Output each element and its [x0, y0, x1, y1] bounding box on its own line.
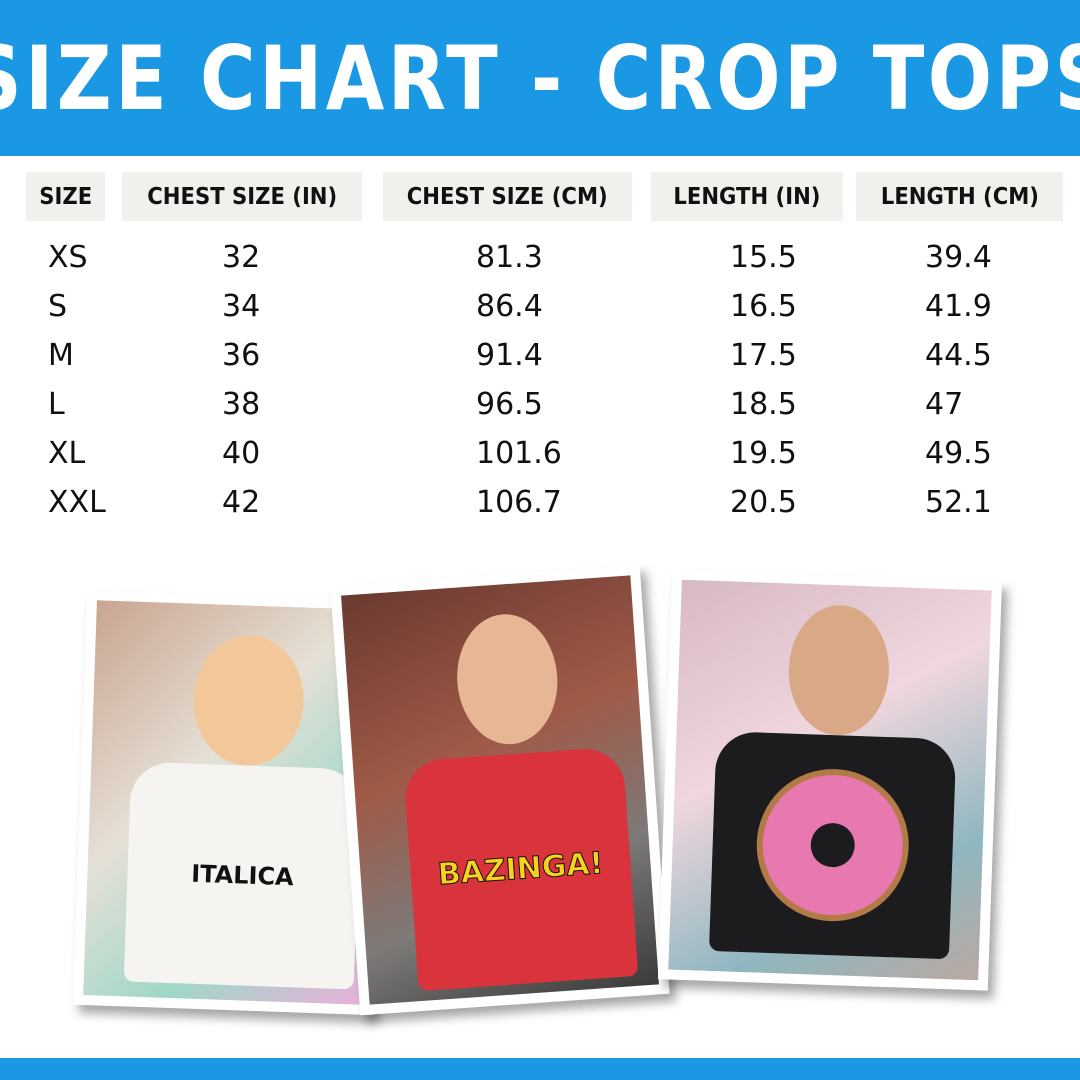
- table-cell: 19.5: [730, 436, 797, 471]
- shirt: BAZINGA!: [402, 746, 639, 992]
- column-header: LENGTH (CM): [856, 172, 1063, 221]
- shirt-print: ITALICA: [190, 859, 295, 892]
- size-label: XL: [48, 436, 86, 471]
- footer-stripe: [0, 1058, 1080, 1080]
- shirt: [708, 731, 957, 960]
- column-header-label: LENGTH (CM): [880, 183, 1039, 210]
- table-cell: 16.5: [730, 289, 797, 324]
- table-cell: 36: [222, 338, 261, 373]
- model-head: [786, 603, 892, 737]
- column-header: CHEST SIZE (IN): [122, 172, 362, 221]
- page-title: SIZE CHART - CROP TOPS: [0, 26, 1080, 130]
- table-cell: 40: [222, 436, 261, 471]
- table-cell: 86.4: [476, 289, 543, 324]
- photo-bazinga-model: BAZINGA!: [330, 564, 670, 1016]
- size-label: S: [48, 289, 68, 324]
- table-cell: 39.4: [925, 240, 992, 275]
- table-cell: 47: [925, 387, 964, 422]
- size-label: L: [48, 387, 65, 422]
- column-header-label: CHEST SIZE (IN): [147, 183, 337, 210]
- table-cell: 44.5: [925, 338, 992, 373]
- table-cell: 91.4: [476, 338, 543, 373]
- column-header-label: CHEST SIZE (CM): [407, 183, 608, 210]
- donut-print: [754, 766, 912, 924]
- table-cell: 17.5: [730, 338, 797, 373]
- column-header-label: SIZE: [39, 183, 92, 210]
- table-cell: 52.1: [925, 485, 992, 520]
- model-head: [452, 610, 562, 748]
- size-label: XXL: [48, 485, 106, 520]
- table-cell: 34: [222, 289, 261, 324]
- size-label: M: [48, 338, 74, 373]
- table-cell: 15.5: [730, 240, 797, 275]
- table-cell: 38: [222, 387, 261, 422]
- table-cell: 81.3: [476, 240, 543, 275]
- table-cell: 32: [222, 240, 261, 275]
- column-header: LENGTH (IN): [651, 172, 843, 221]
- table-cell: 101.6: [476, 436, 562, 471]
- table-cell: 42: [222, 485, 261, 520]
- shirt: ITALICA: [123, 761, 362, 990]
- table-cell: 96.5: [476, 387, 543, 422]
- table-cell: 41.9: [925, 289, 992, 324]
- column-header: CHEST SIZE (CM): [383, 172, 632, 221]
- table-cell: 18.5: [730, 387, 797, 422]
- table-cell: 49.5: [925, 436, 992, 471]
- table-cell: 20.5: [730, 485, 797, 520]
- model-head: [191, 633, 306, 768]
- shirt-print: BAZINGA!: [436, 845, 605, 892]
- photo-donut-model: [657, 569, 1003, 991]
- column-header-label: LENGTH (IN): [673, 183, 821, 210]
- table-cell: 106.7: [476, 485, 562, 520]
- title-banner: SIZE CHART - CROP TOPS: [0, 0, 1080, 156]
- size-label: XS: [48, 240, 88, 275]
- column-header: SIZE: [26, 172, 105, 221]
